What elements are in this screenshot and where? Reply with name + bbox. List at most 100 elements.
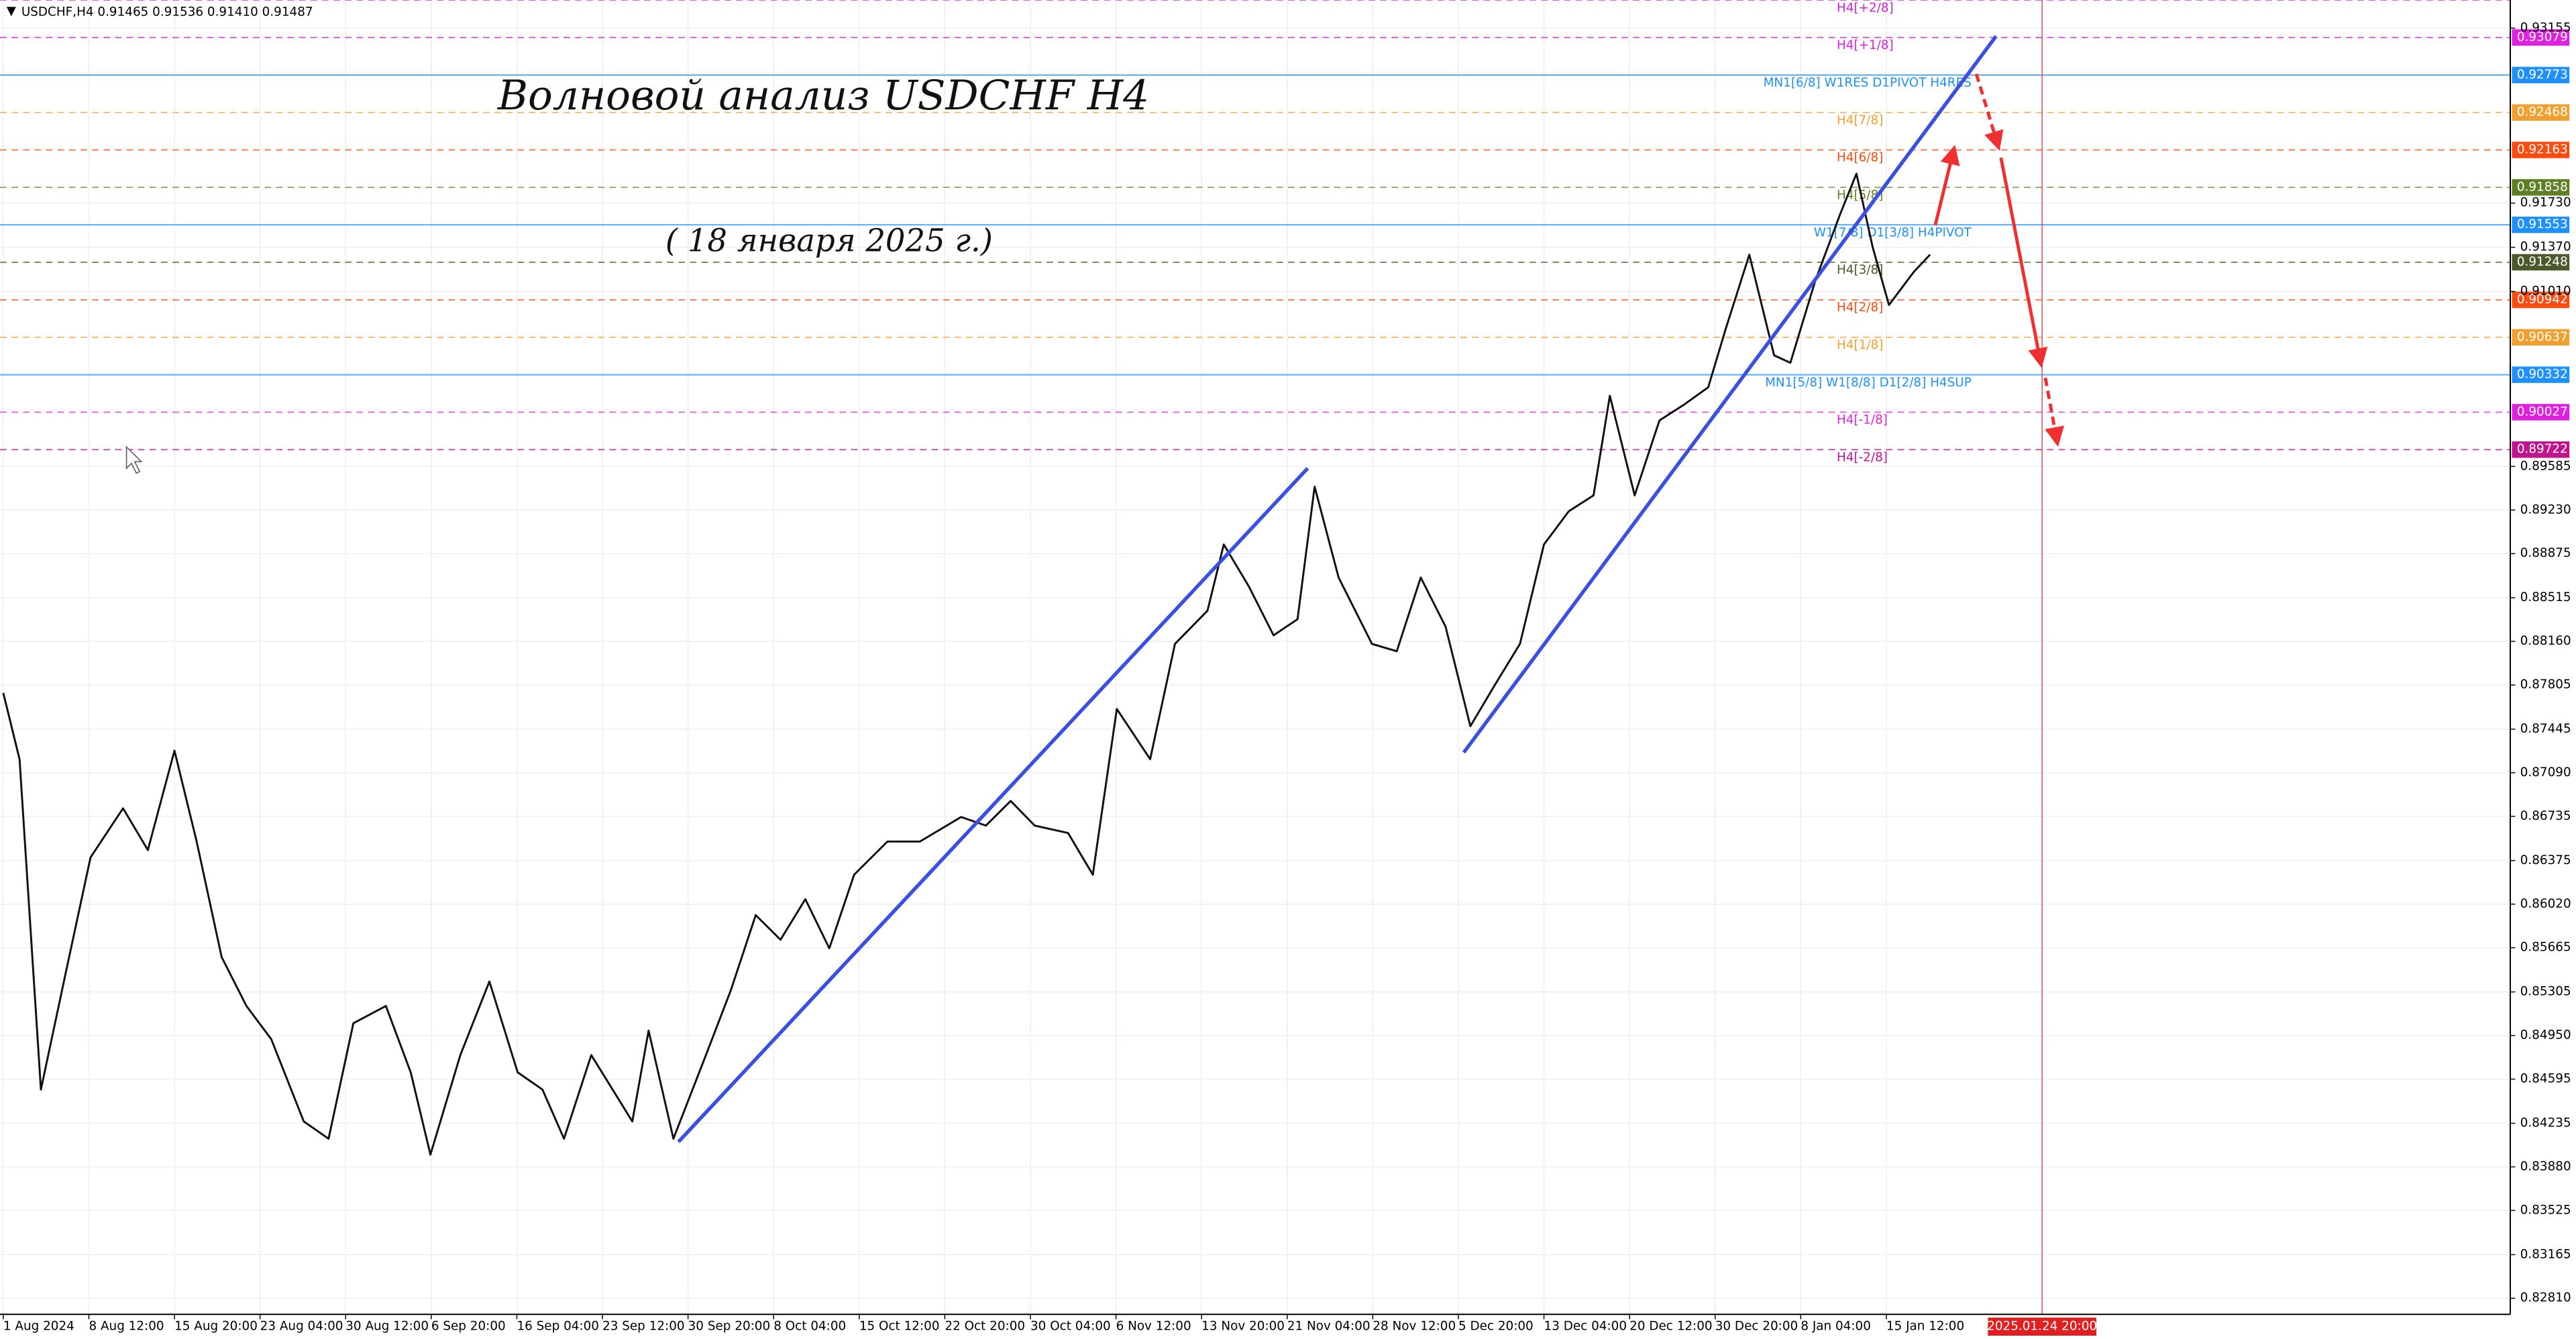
y-tick-label: 0.83165 [2520,1247,2571,1261]
chart-subtitle: ( 18 января 2025 г.) [665,222,993,258]
y-tick-label: 0.88515 [2520,590,2571,604]
x-tick-label: 6 Sep 20:00 [431,1320,506,1334]
trend-line [677,467,1309,1143]
level-label: H4[2/8] [1837,301,1883,315]
x-tick-label: 16 Sep 04:00 [517,1320,599,1334]
y-tick-label: 0.84950 [2520,1028,2571,1042]
trend-line [1462,35,1998,754]
x-tick-label: 22 Oct 20:00 [945,1320,1025,1334]
x-tick-label: 8 Oct 04:00 [773,1320,846,1334]
price-tag-label: 0.91553 [2517,217,2568,231]
x-tick-label: 8 Jan 04:00 [1801,1320,1871,1334]
price-tag [2512,404,2570,421]
price-tag [2512,329,2570,346]
level-label: W1[7/8] D1[3/8] H4PIVOT [1814,225,1972,239]
price-tag-label: 0.92468 [2517,105,2568,119]
level-label: H4[6/8] [1837,151,1883,165]
cursor [125,445,143,474]
y-tick-label: 0.87090 [2520,765,2571,780]
x-tick-label: 30 Dec 20:00 [1715,1320,1798,1334]
level-label: H4[7/8] [1837,113,1883,127]
y-tick-label: 0.87805 [2520,678,2571,692]
header-arrow: ▼ [7,4,17,18]
price-tag [2512,254,2570,271]
x-tick-label: 20 Dec 12:00 [1629,1320,1712,1334]
price [2,172,1931,1156]
y-tick-label: 0.85665 [2520,941,2571,955]
y-tick-label: 0.86375 [2520,853,2571,867]
x-tick-label: 13 Dec 04:00 [1544,1320,1627,1334]
y-tick-label: 0.84595 [2520,1072,2571,1086]
y-tick-label: 0.87445 [2520,722,2571,736]
grid [0,0,2511,1315]
level-label: H4[1/8] [1837,338,1883,352]
x-tick-label: 15 Oct 12:00 [859,1320,940,1334]
price-line [2,172,1931,1156]
price-tag [2512,66,2570,84]
y-tick-label: 0.86735 [2520,809,2571,823]
time-marker-tag [1988,1318,2096,1336]
y-tick-label: 0.85305 [2520,985,2571,999]
x-tick-label: 30 Oct 04:00 [1030,1320,1111,1334]
price-tag-label: 0.92163 [2517,143,2568,157]
level-label: H4[-1/8] [1837,413,1888,427]
x-tick-label: 28 Nov 12:00 [1373,1320,1456,1334]
level-label: MN1[5/8] W1[8/8] D1[2/8] H4SUP [1765,376,1972,390]
price-tag-label: 0.93079 [2517,30,2568,44]
x-tick-label: 8 Aug 12:00 [89,1320,164,1334]
price-tag-label: 0.90637 [2517,330,2568,344]
price-tag-label: 0.91858 [2517,180,2568,194]
level-label: H4[3/8] [1837,263,1883,277]
x-tick-label: 21 Nov 04:00 [1287,1320,1371,1334]
level-label: H4[+2/8] [1837,1,1894,15]
price-tag-label: 0.90027 [2517,405,2568,419]
y-tick-label: 0.91730 [2520,196,2571,210]
forecast-arrow [2043,377,2065,447]
y-tick-label: 0.89585 [2520,459,2571,473]
y-tick-label: 0.88875 [2520,546,2571,560]
time-marker-label: 2025.01.24 20:00 [1987,1320,2097,1334]
x-tick-label: 1 Aug 2024 [3,1320,74,1334]
price-tag-label: 0.89722 [2517,442,2568,456]
x-tick-label: 6 Nov 12:00 [1116,1320,1191,1334]
y-tick-label: 0.91370 [2520,240,2571,254]
forecast-arrow [1999,157,2048,368]
x-tick-label: 13 Nov 20:00 [1201,1320,1285,1334]
x-tick-label: 15 Jan 12:00 [1886,1320,1964,1334]
forecast-arrow [1933,144,1960,226]
price-tag [2512,441,2570,458]
x-tick-label: 30 Sep 20:00 [688,1320,771,1334]
level-label: H4[-2/8] [1837,450,1888,464]
x-tick-label: 15 Aug 20:00 [174,1320,258,1334]
price-tag [2512,291,2570,309]
x-tick-label: 23 Aug 04:00 [260,1320,343,1334]
x-tick-label: 5 Dec 20:00 [1458,1320,1534,1334]
header: USDCHF,H4 0.91465 0.91536 0.91410 0.9148… [21,5,313,19]
price-tag-label: 0.92773 [2517,68,2568,82]
levels: H4[+2/8] H4[+1/8] 0.93079 MN1[6/8] W1RES D1… [0,0,2570,1315]
x-tick-label: 30 Aug 12:00 [345,1320,429,1334]
y-tick-label: 0.93155 [2520,21,2571,35]
price-tag [2512,104,2570,121]
price-tag [2512,216,2570,233]
level-label: MN1[6/8] W1RES D1PIVOT H4RES [1764,76,1972,90]
y-tick-label: 0.88160 [2520,634,2571,648]
y-tick-label: 0.84235 [2520,1116,2571,1130]
y-tick-label: 0.86020 [2520,897,2571,911]
y-tick-label: 0.91010 [2520,284,2571,299]
price-tag [2512,29,2570,46]
x-tick-label: 23 Sep 12:00 [602,1320,685,1334]
price-tag-label: 0.91248 [2517,255,2568,269]
chart-title: Волновой анализ USDCHF H4 [497,72,1149,119]
price-tag-label: 0.90332 [2517,368,2568,382]
y-tick-label: 0.82810 [2520,1291,2571,1305]
y-tick-label: 0.89230 [2520,502,2571,517]
price-tag [2512,142,2570,158]
price-tag [2512,366,2570,383]
price-tag [2512,179,2570,196]
annotations [125,35,2065,1143]
y-tick-label: 0.83525 [2520,1203,2571,1217]
